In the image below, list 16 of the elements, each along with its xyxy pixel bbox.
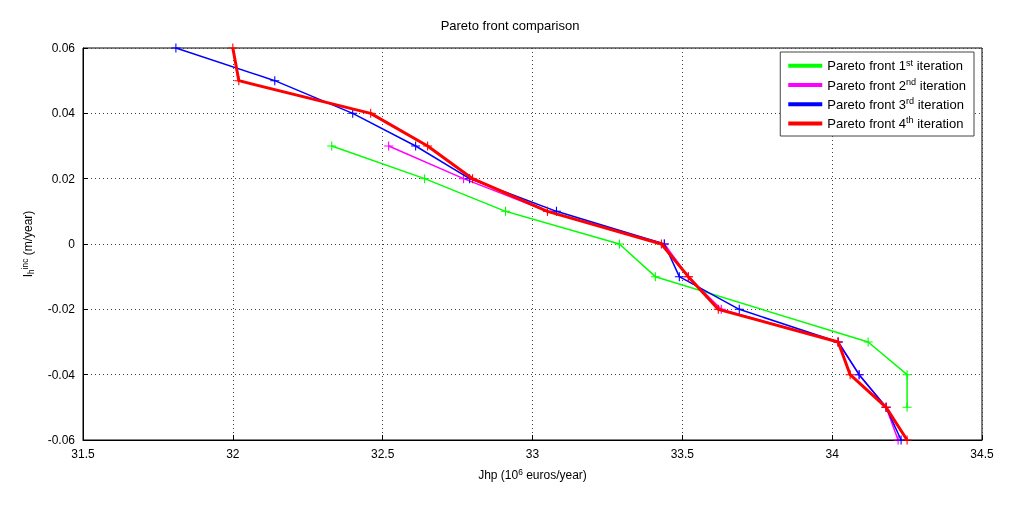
y-tick-label: -0.04 — [47, 367, 76, 382]
y-tick-label: 0.02 — [51, 171, 76, 186]
x-tick-label: 34.5 — [970, 447, 994, 461]
x-tick-label: 33 — [525, 447, 540, 461]
x-tick-label: 34 — [825, 447, 840, 461]
x-tick-label: 33.5 — [670, 447, 695, 461]
y-axis-title: Ihinc (m/year) — [20, 210, 36, 278]
y-tick-label: 0.04 — [51, 106, 76, 121]
y-tick-label: 0 — [68, 237, 76, 251]
x-tick-label: 31.5 — [71, 447, 95, 461]
chart-title: Pareto front comparison — [440, 18, 580, 33]
y-tick-label: -0.02 — [47, 302, 76, 317]
y-tick-label: 0.06 — [51, 41, 76, 55]
x-tick-label: 32 — [226, 447, 240, 461]
y-tick-label: -0.06 — [47, 433, 76, 447]
x-tick-label: 32.5 — [370, 447, 395, 461]
